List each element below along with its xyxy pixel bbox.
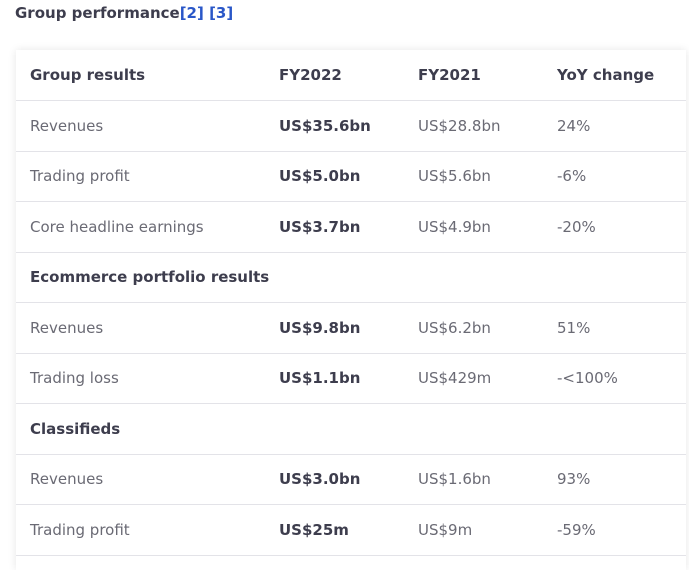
column-header-group-results: Group results (16, 50, 265, 101)
fy2021-value: US$9m (404, 504, 543, 556)
fy2022-value: US$3.7bn (265, 201, 404, 253)
performance-table-card: Group results FY2022 FY2021 YoY change R… (16, 50, 686, 570)
fy2022-value: US$1.1bn (265, 353, 404, 404)
fy2022-value: US$25m (265, 504, 404, 556)
table-row: Revenues US$9.8bn US$6.2bn 51% (16, 302, 686, 354)
fy2021-value: US$28.8bn (404, 100, 543, 152)
table-row: Core headline earnings US$3.7bn US$4.9bn… (16, 201, 686, 253)
row-label: Revenues (16, 454, 265, 505)
yoy-change-value: -6% (543, 151, 686, 202)
fy2022-value: US$9.8bn (265, 302, 404, 354)
column-header-fy2021: FY2021 (404, 50, 543, 101)
fy2021-value: US$429m (404, 353, 543, 404)
column-header-fy2022: FY2022 (265, 50, 404, 101)
table-row: Revenues US$35.6bn US$28.8bn 24% (16, 100, 686, 152)
section-heading: Group performance[2] [3] (15, 4, 233, 22)
row-label: Revenues (16, 302, 265, 354)
section-heading-text: Group performance (15, 4, 180, 22)
section-header-row: Ecommerce portfolio results (16, 252, 686, 303)
yoy-change-value: 51% (543, 302, 686, 354)
fy2022-value: US$3.0bn (265, 454, 404, 505)
yoy-change-value: -<100% (543, 353, 686, 404)
table-header-row: Group results FY2022 FY2021 YoY change (16, 50, 686, 101)
fy2021-value: US$5.6bn (404, 151, 543, 202)
section-label: Classifieds (16, 403, 686, 455)
row-label: Trading profit (16, 151, 265, 202)
row-label: Trading loss (16, 353, 265, 404)
yoy-change-value: -59% (543, 504, 686, 556)
yoy-change-value: 24% (543, 100, 686, 152)
row-label: Core headline earnings (16, 201, 265, 253)
reference-link-2[interactable]: [2] (179, 4, 204, 22)
fy2022-value: US$35.6bn (265, 100, 404, 152)
table-row: Trading loss US$1.1bn US$429m -<100% (16, 353, 686, 404)
section-header-row: Classifieds (16, 403, 686, 455)
fy2021-value: US$1.6bn (404, 454, 543, 505)
table-row: Trading profit US$25m US$9m -59% (16, 504, 686, 556)
column-header-yoy-change: YoY change (543, 50, 686, 101)
yoy-change-value: -20% (543, 201, 686, 253)
section-label: Ecommerce portfolio results (16, 252, 686, 303)
yoy-change-value: 93% (543, 454, 686, 505)
fy2021-value: US$4.9bn (404, 201, 543, 253)
table-row: Trading profit US$5.0bn US$5.6bn -6% (16, 151, 686, 202)
fy2021-value: US$6.2bn (404, 302, 543, 354)
fy2022-value: US$5.0bn (265, 151, 404, 202)
performance-table: Group results FY2022 FY2021 YoY change R… (16, 50, 686, 556)
row-label: Revenues (16, 100, 265, 152)
reference-link-3[interactable]: [3] (209, 4, 234, 22)
table-row: Revenues US$3.0bn US$1.6bn 93% (16, 454, 686, 505)
row-label: Trading profit (16, 504, 265, 556)
